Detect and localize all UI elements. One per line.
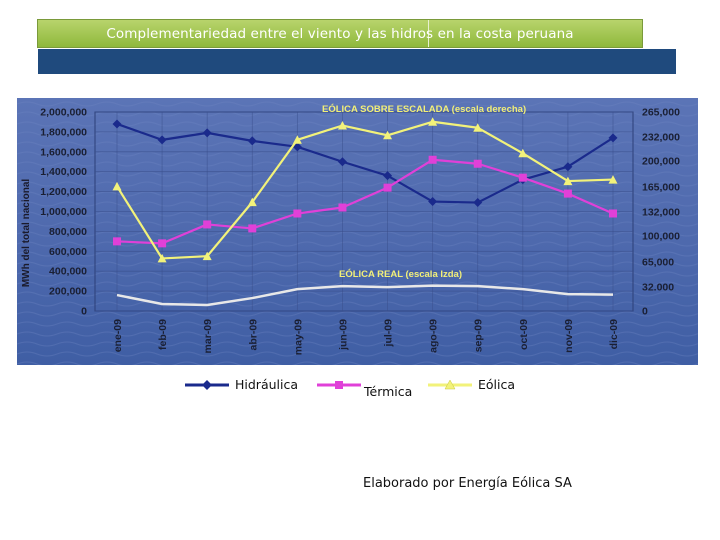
y-tick-label-right: 200,000	[642, 155, 680, 167]
y-tick-label-left: 2,000,000	[40, 107, 87, 119]
point-hidráulica	[608, 133, 618, 143]
x-tick-label: jul-09	[383, 319, 395, 348]
x-tick-label: feb-09	[157, 319, 169, 350]
slide-title: Complementariedad entre el viento y las …	[106, 26, 574, 42]
chart-legend: Hidráulica Térmica Eólica	[0, 377, 720, 402]
legend-label-eolica: Eólica	[478, 377, 516, 392]
point-eólica	[428, 117, 438, 126]
y-tick-label-right: 132,000	[642, 206, 680, 218]
annotation-eolica-real: EÓLICA REAL (escala Izda)	[339, 268, 462, 280]
line-chart: 0 200,000 400,000 600,000 800,000 1,000,000 1,…	[17, 98, 698, 365]
point-térmica	[158, 239, 167, 248]
y-tick-label-right: 232,000	[642, 131, 680, 143]
point-hidráulica	[473, 198, 483, 208]
point-eólica	[518, 148, 528, 158]
point-hidráulica	[383, 171, 393, 181]
legend-marker-hidraulica	[185, 380, 229, 390]
point-térmica	[338, 203, 347, 212]
y-tick-label-left: 600,000	[49, 246, 87, 258]
y-tick-label-right: 0	[642, 306, 648, 318]
x-tick-label: ago-09	[428, 319, 440, 353]
y-tick-label-right: 265,000	[642, 107, 680, 119]
point-térmica	[248, 224, 257, 233]
point-hidráulica	[112, 119, 122, 129]
point-térmica	[428, 155, 437, 164]
x-tick-label: jun-09	[337, 319, 349, 351]
series-line-eólica	[116, 120, 614, 260]
x-tick-label: nov-09	[563, 319, 575, 353]
point-térmica	[113, 237, 121, 246]
header-band	[38, 49, 676, 74]
point-térmica	[563, 189, 572, 198]
point-eólica	[292, 135, 302, 144]
y-tick-label-right: 165,000	[642, 182, 680, 194]
legend-marker-termica	[317, 381, 361, 389]
y-tick-label-left: 1,200,000	[40, 186, 87, 198]
series-line-hidráulica	[116, 122, 614, 204]
point-hidráulica	[563, 162, 573, 172]
point-térmica	[383, 183, 392, 192]
point-hidráulica	[247, 136, 257, 146]
series-line-térmica	[116, 158, 614, 245]
series-line-eólica-real	[116, 284, 614, 307]
x-tick-label: sep-09	[473, 319, 485, 352]
legend-marker-eolica	[428, 379, 472, 390]
annotation-eolica-escalada: EÓLICA SOBRE ESCALADA (escala derecha)	[322, 103, 526, 115]
x-tick-label: may-09	[292, 319, 304, 355]
y-tick-label-right: 65,000	[642, 257, 674, 269]
legend-label-hidraulica: Hidráulica	[235, 377, 299, 392]
y-tick-label-left: 200,000	[49, 286, 87, 298]
y-tick-label-left: 800,000	[49, 226, 87, 238]
point-eólica	[473, 123, 483, 132]
y-tick-label-left: 1,000,000	[40, 206, 87, 218]
chart-svg: 0 200,000 400,000 600,000 800,000 1,000,000 1,…	[17, 98, 698, 365]
point-eólica	[563, 176, 573, 186]
x-tick-label: abr-09	[247, 319, 259, 351]
point-térmica	[518, 173, 527, 182]
y-tick-label-left: 1,800,000	[40, 126, 87, 138]
x-tick-label: dic-09	[608, 319, 620, 350]
x-tick-label: oct-09	[518, 319, 530, 350]
y-tick-label-left: 400,000	[49, 266, 87, 278]
point-hidráulica	[337, 157, 347, 167]
point-térmica	[293, 209, 302, 218]
source-credit: Elaborado por Energía Eólica SA	[363, 476, 572, 491]
point-eólica	[608, 175, 618, 184]
legend-label-termica: Térmica	[364, 384, 413, 399]
y-tick-label-left: 1,400,000	[40, 166, 87, 178]
point-eólica	[383, 130, 393, 140]
title-divider	[428, 20, 429, 47]
point-hidráulica	[428, 197, 438, 207]
point-hidráulica	[157, 135, 167, 145]
point-térmica	[609, 209, 617, 218]
y-tick-label-right: 32.000	[642, 281, 674, 293]
point-hidráulica	[292, 142, 302, 152]
point-eólica	[202, 251, 212, 261]
y-tick-label-left: 1,600,000	[40, 146, 87, 158]
point-térmica	[473, 159, 482, 168]
point-eólica	[337, 121, 347, 130]
point-hidráulica	[202, 128, 212, 138]
y-tick-label-left: 0	[81, 306, 87, 318]
x-tick-label: mar-09	[202, 319, 214, 354]
x-tick-label: ene-09	[112, 319, 124, 352]
y-tick-label-right: 100,000	[642, 230, 680, 242]
point-eólica	[247, 197, 257, 207]
point-térmica	[203, 220, 212, 229]
slide-title-bar: Complementariedad entre el viento y las …	[37, 19, 643, 48]
y-axis-label: MWh del total nacional	[21, 179, 32, 288]
point-eólica	[112, 181, 122, 191]
point-eólica	[157, 253, 167, 263]
